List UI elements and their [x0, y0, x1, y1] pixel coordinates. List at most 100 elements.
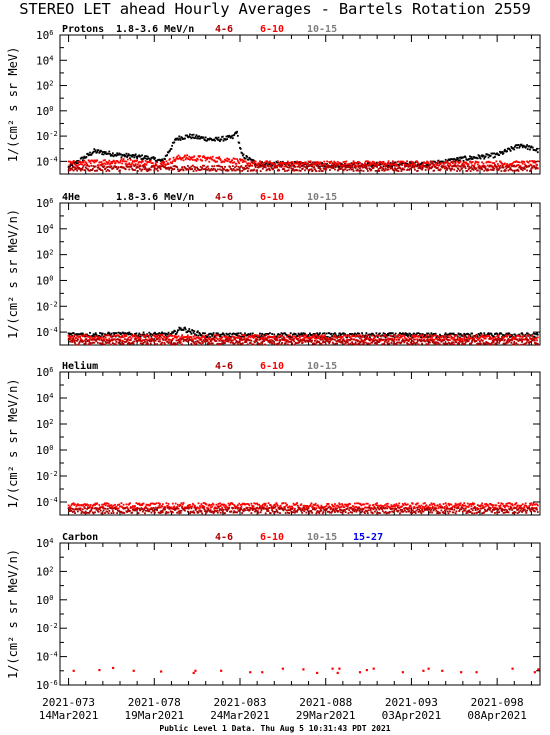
data-point	[234, 169, 237, 172]
data-point	[370, 165, 373, 168]
data-point	[101, 336, 104, 339]
data-point	[191, 339, 194, 341]
data-point	[373, 161, 376, 164]
data-point	[246, 162, 249, 165]
data-point	[229, 338, 231, 341]
data-point	[524, 163, 526, 166]
data-point	[230, 135, 233, 138]
data-point	[189, 168, 192, 171]
data-point	[82, 340, 85, 343]
data-point	[144, 165, 146, 168]
data-point	[484, 342, 487, 345]
data-point	[351, 164, 353, 167]
data-point	[307, 160, 310, 163]
data-point	[199, 338, 202, 341]
data-point	[81, 168, 84, 171]
y-tick-label: 10-4	[36, 155, 58, 168]
data-point	[79, 169, 82, 172]
data-point	[155, 502, 158, 505]
data-point	[231, 503, 234, 506]
data-point	[525, 341, 528, 344]
data-point	[134, 164, 137, 167]
data-point	[169, 339, 172, 341]
data-point	[491, 162, 494, 164]
data-point	[452, 332, 455, 335]
data-point	[351, 507, 353, 510]
data-point	[454, 502, 457, 505]
data-point	[533, 339, 536, 342]
data-point	[364, 164, 366, 167]
data-point	[517, 170, 520, 172]
data-point	[199, 506, 202, 509]
data-point	[135, 502, 138, 505]
data-point	[483, 332, 486, 335]
data-point	[160, 163, 163, 166]
data-point	[173, 334, 176, 337]
data-point	[419, 339, 421, 342]
data-point	[384, 165, 386, 168]
data-point	[67, 507, 70, 510]
data-point	[337, 334, 340, 337]
data-point	[397, 170, 400, 172]
data-point	[324, 507, 327, 510]
data-point	[90, 338, 93, 341]
data-point	[286, 169, 289, 172]
data-point	[397, 338, 400, 341]
data-point	[78, 333, 81, 336]
data-point	[122, 166, 125, 169]
data-point	[166, 336, 169, 338]
data-point	[365, 502, 368, 505]
data-point	[176, 339, 179, 342]
data-point	[70, 162, 73, 165]
data-point	[397, 504, 400, 507]
data-point	[254, 341, 256, 344]
data-point	[244, 341, 246, 344]
data-point	[147, 336, 150, 339]
data-point	[515, 144, 518, 147]
data-point	[219, 338, 222, 341]
data-point	[514, 338, 517, 341]
data-point	[146, 158, 149, 160]
data-point	[435, 336, 438, 339]
data-point	[130, 154, 133, 157]
data-point	[176, 166, 179, 169]
data-point	[209, 336, 211, 338]
data-point	[159, 165, 161, 167]
data-point	[166, 340, 169, 343]
data-point	[341, 164, 344, 167]
data-point	[201, 159, 204, 162]
data-point	[94, 165, 97, 168]
data-point	[499, 164, 502, 167]
data-point	[461, 162, 464, 165]
data-point	[142, 166, 145, 168]
data-point	[93, 337, 96, 340]
data-point	[436, 160, 439, 163]
data-point	[274, 505, 277, 508]
data-point	[186, 165, 189, 167]
data-point	[520, 337, 523, 340]
data-point	[206, 139, 209, 142]
data-point	[136, 334, 139, 337]
data-point	[325, 339, 328, 342]
data-point	[198, 337, 201, 339]
data-point	[330, 166, 333, 168]
data-point	[93, 148, 96, 151]
data-point	[254, 166, 257, 169]
data-point	[418, 504, 421, 507]
data-point	[193, 337, 196, 340]
data-point	[177, 138, 180, 141]
data-point	[406, 160, 408, 163]
data-point	[361, 166, 364, 169]
data-point	[219, 157, 221, 160]
data-point	[357, 164, 360, 167]
data-point	[159, 159, 161, 161]
data-point	[107, 161, 110, 164]
data-point	[344, 503, 347, 506]
data-point	[94, 150, 96, 153]
data-point	[126, 154, 129, 157]
data-point	[102, 159, 105, 162]
data-point	[423, 506, 426, 509]
data-point	[151, 162, 154, 165]
data-point	[236, 158, 239, 161]
data-point	[444, 332, 447, 335]
